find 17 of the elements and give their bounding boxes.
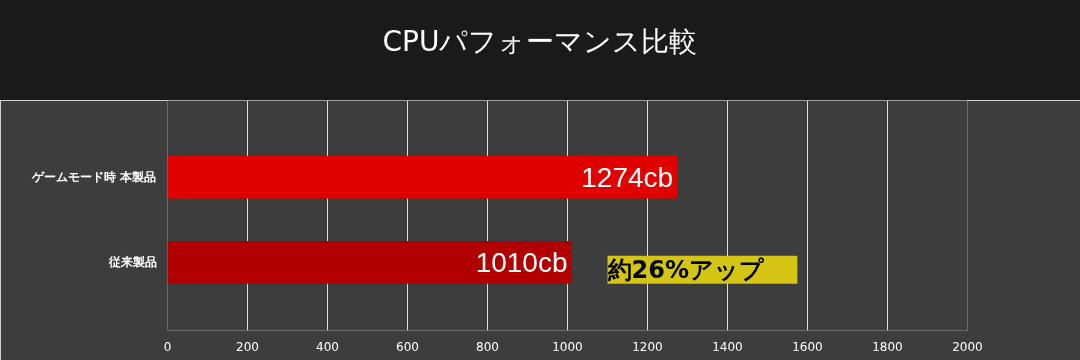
x-tick-label: 200 [236,339,259,354]
x-tick-label: 1800 [872,339,903,354]
y-tick-label: ゲームモード時 本製品 [31,170,157,185]
x-tick-label: 1600 [792,339,823,354]
x-tick-label: 1400 [712,339,743,354]
x-tick-label: 1000 [552,339,583,354]
data-label: 1274cb [581,161,674,193]
x-tick-label: 0 [163,339,172,354]
y-tick-label: 従来製品 [107,255,157,270]
data-label: 1010cb [475,246,568,278]
x-tick-label: 400 [316,339,339,354]
x-tick-label: 1200 [632,339,663,354]
x-tick-label: 600 [396,339,419,354]
chart-title: CPUパフォーマンス比較 [381,24,699,60]
x-tick-label: 800 [476,339,499,354]
annotation: 約26%アップ [606,255,765,284]
x-tick-label: 2000 [952,339,983,354]
